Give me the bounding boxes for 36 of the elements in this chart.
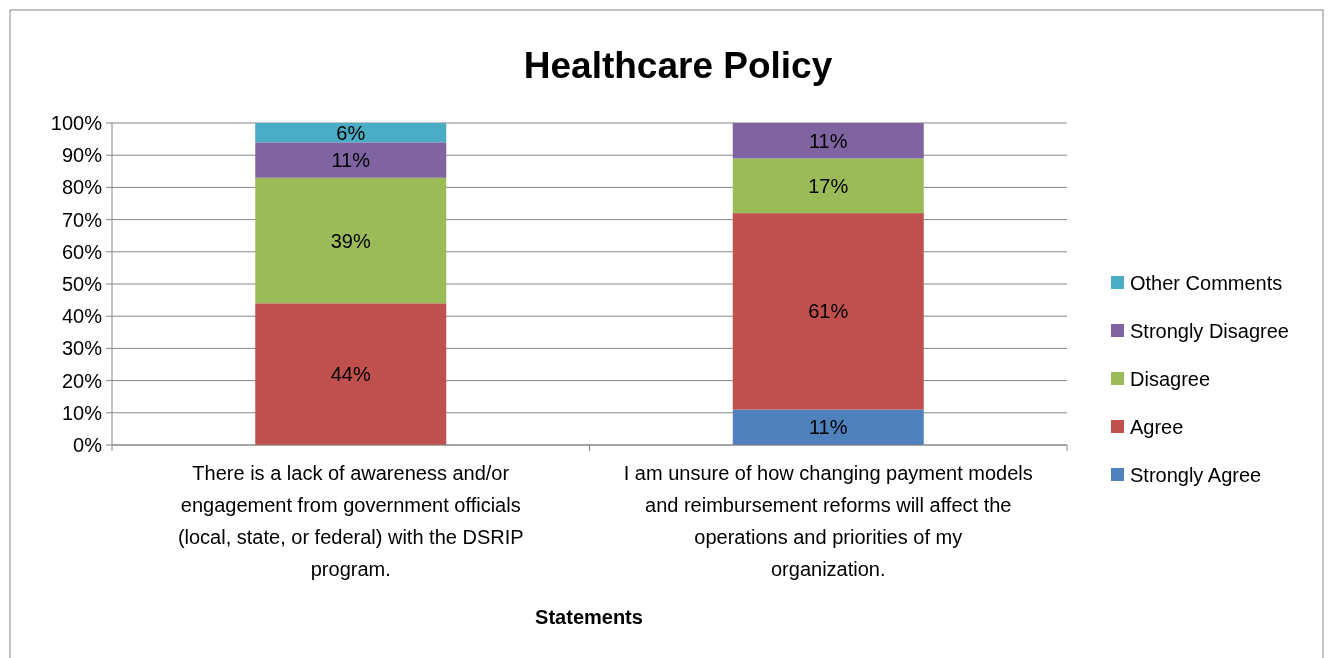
y-tick-label: 10% (61, 401, 103, 424)
chart-title: Healthcare Policy (523, 44, 833, 86)
bar (732, 213, 924, 410)
data-label: 39% (330, 229, 371, 252)
data-label: 17% (808, 174, 849, 197)
bar (732, 158, 924, 214)
data-label: 11% (808, 129, 848, 152)
x-tick-label: I am unsure of how changing payment models and reimbursement reforms will affect the operations and priorities of my organization. (623, 462, 1033, 580)
y-tick-label: 20% (61, 369, 103, 392)
data-label: 6% (336, 121, 366, 144)
x-tick-label: There is a lack of awareness and/or engagement from government officials (local, state, or federal) with the DSRIP program. (177, 462, 524, 580)
data-label: 11% (808, 416, 848, 439)
data-label: 11% (331, 149, 371, 172)
data-label: 44% (330, 363, 371, 386)
y-tick-label: 40% (61, 305, 103, 328)
legend-label: Strongly Agree (1130, 464, 1262, 486)
y-tick-label: 50% (61, 273, 103, 295)
bar (255, 142, 447, 178)
legend-label: Disagree (1130, 368, 1211, 390)
y-tick-label: 90% (61, 144, 103, 167)
y-tick-label: 70% (61, 208, 103, 231)
legend-label: Agree (1130, 416, 1184, 438)
bar (255, 303, 447, 445)
legend-label: Strongly Disagree (1130, 320, 1289, 342)
y-tick-label: 30% (61, 337, 103, 360)
bar (732, 123, 924, 159)
bar (255, 123, 447, 143)
y-tick-label: 0% (73, 434, 103, 456)
legend-label: Other Comments (1130, 272, 1283, 294)
bar (732, 409, 924, 445)
y-tick-label: 80% (61, 176, 103, 199)
x-axis-title: Statements (535, 606, 643, 628)
bar (255, 177, 447, 304)
y-tick-label: 60% (61, 240, 103, 263)
data-label: 61% (808, 300, 849, 323)
y-tick-label: 100% (50, 112, 103, 134)
